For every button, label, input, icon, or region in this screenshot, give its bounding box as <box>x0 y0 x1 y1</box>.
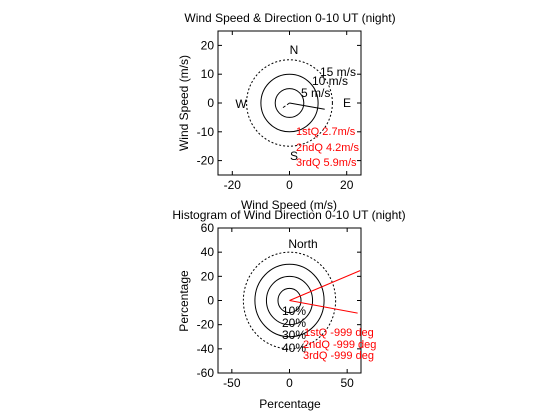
bottom-annotation-q2: 2ndQ -999 deg <box>303 339 376 351</box>
top-ring <box>246 59 333 147</box>
bottom-ring-label-30: 30% <box>282 328 306 342</box>
top-quartile-lines <box>281 102 325 110</box>
bottom-y-tick-label: 0 <box>207 294 214 308</box>
top-y-tick-label: 0 <box>207 96 214 110</box>
bottom-percentage-rings <box>242 251 337 350</box>
bottom-ring <box>265 275 314 326</box>
bottom-y-tick-label: 20 <box>201 269 215 283</box>
top-x-tick-label: 20 <box>340 178 354 192</box>
top-y-tick-label: 20 <box>201 38 215 52</box>
top-compass-north: N <box>290 43 299 57</box>
bottom-quartile-line <box>289 270 361 301</box>
bottom-quartile-line <box>289 300 358 314</box>
top-annotation-q2: 2ndQ 4.2m/s <box>296 142 359 154</box>
bottom-y-tick-label: -40 <box>197 342 215 356</box>
bottom-y-tick-label: -60 <box>197 366 215 380</box>
bottom-compass-north: North <box>288 237 317 251</box>
bottom-y-tick-label: 60 <box>201 221 215 235</box>
bottom-quartile-lines <box>289 270 361 314</box>
top-axis-ticks: -20 0 20 20 10 0 -10 -20 <box>197 31 361 192</box>
wind-direction-histogram: Histogram of Wind Direction 0-10 UT (nig… <box>172 208 405 411</box>
bottom-x-tick-label: -50 <box>223 376 241 390</box>
bottom-x-tick-label: 50 <box>340 376 354 390</box>
bottom-ring-label-10: 10% <box>282 304 306 318</box>
top-chart-title: Wind Speed & Direction 0-10 UT (night) <box>184 11 395 25</box>
wind-speed-chart: Wind Speed & Direction 0-10 UT (night) -… <box>177 11 396 212</box>
top-x-axis-label: Wind Speed (m/s) <box>241 198 337 212</box>
top-y-tick-label: -20 <box>197 154 215 168</box>
top-ring <box>274 88 305 118</box>
bottom-ring <box>277 287 302 314</box>
top-y-tick-label: -10 <box>197 125 215 139</box>
bottom-y-tick-label: -20 <box>197 318 215 332</box>
top-x-tick-label: -20 <box>224 178 242 192</box>
top-annotation-q3: 3rdQ 5.9m/s <box>296 157 357 169</box>
bottom-ring-label-20: 20% <box>282 316 306 330</box>
bottom-annotation-q1: 1stQ -999 deg <box>304 327 374 339</box>
top-quartile-line <box>281 102 290 110</box>
top-quartile-line <box>289 102 325 110</box>
bottom-ring-label-40: 40% <box>282 341 306 355</box>
top-annotation-q1: 1stQ 2.7m/s <box>296 126 356 138</box>
top-y-tick-label: 10 <box>201 67 215 81</box>
top-ring-label-15: 15 m/s <box>320 65 356 79</box>
bottom-chart-title: Histogram of Wind Direction 0-10 UT (nig… <box>172 208 405 222</box>
bottom-y-axis-label: Percentage <box>177 270 191 332</box>
bottom-ring <box>254 263 325 338</box>
bottom-ring <box>242 251 337 350</box>
top-ring-label-5: 5 m/s <box>301 86 330 100</box>
bottom-axis-ticks: -50 0 50 60 40 20 0 -20 -40 -60 <box>197 221 361 390</box>
top-ring <box>260 73 319 133</box>
top-compass-east: E <box>343 96 351 110</box>
top-ring-label-10: 10 m/s <box>312 74 348 88</box>
bottom-x-axis-label: Percentage <box>259 397 321 411</box>
bottom-x-tick-label: 0 <box>286 376 293 390</box>
bottom-annotation-q3: 3rdQ -999 deg <box>303 350 374 362</box>
top-y-axis-label: Wind Speed (m/s) <box>177 55 191 151</box>
top-compass-west: W <box>235 97 247 111</box>
top-x-tick-label: 0 <box>286 178 293 192</box>
top-compass-south: S <box>290 149 298 163</box>
top-speed-rings <box>246 59 333 147</box>
bottom-y-tick-label: 40 <box>201 245 215 259</box>
